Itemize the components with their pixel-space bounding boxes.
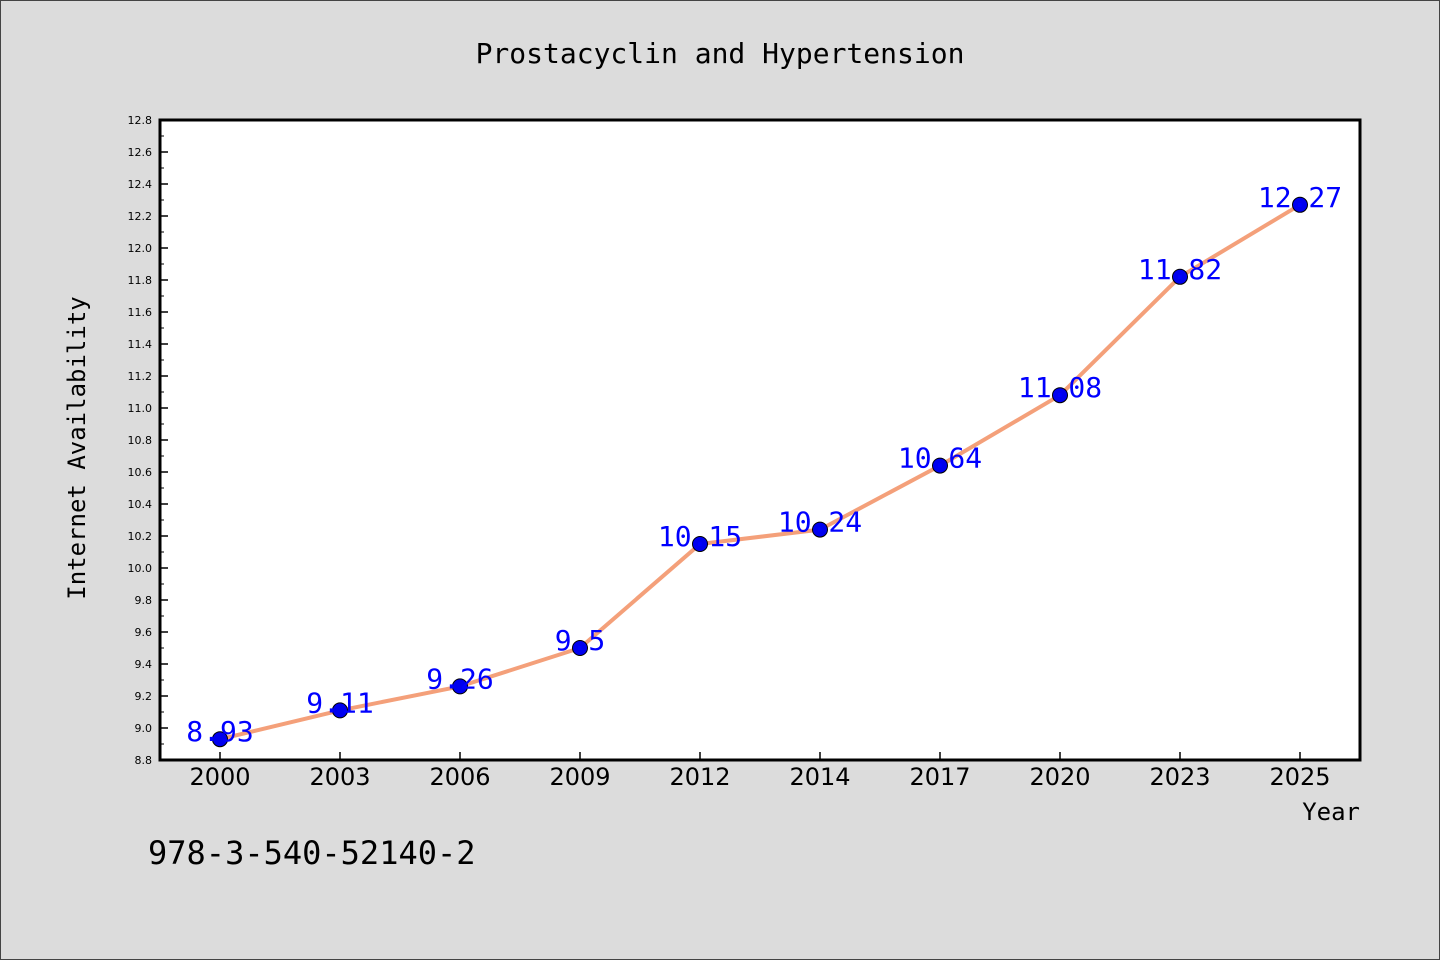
data-point (1292, 196, 1308, 213)
plot-frame (158, 118, 1362, 762)
data-point (812, 521, 828, 538)
y-tick-label: 9.4 (135, 658, 153, 671)
y-tick-label: 10.6 (128, 466, 153, 479)
y-tick-label: 12.6 (128, 146, 153, 159)
x-tick-label: 2020 (1029, 763, 1090, 791)
y-tick-label: 11.8 (128, 274, 153, 287)
y-tick-label: 10.2 (128, 530, 153, 543)
data-label: 9.26 (426, 662, 493, 695)
x-tick-label: 2014 (789, 763, 850, 791)
x-tick-label: 2017 (909, 763, 970, 791)
y-tick-label: 8.8 (135, 754, 153, 767)
y-tick-label: 12.0 (128, 242, 153, 255)
y-tick-label: 10.0 (128, 562, 153, 575)
x-tick-label: 2006 (429, 763, 490, 791)
data-label: 10.15 (658, 520, 742, 553)
y-tick-label: 12.4 (128, 178, 153, 191)
y-tick-label: 9.8 (135, 594, 153, 607)
y-tick-label: 10.4 (128, 498, 153, 511)
data-label: 11.82 (1138, 253, 1222, 286)
y-tick-label: 11.0 (128, 402, 153, 415)
y-tick-label: 9.0 (135, 722, 153, 735)
y-tick-label: 11.2 (128, 370, 153, 383)
data-point (452, 678, 468, 695)
data-point (212, 731, 228, 748)
y-tick-label: 10.8 (128, 434, 153, 447)
y-tick-label: 12.8 (128, 114, 153, 127)
y-axis-label: Internet Availability (63, 296, 91, 599)
data-label: 9.5 (555, 624, 606, 657)
isbn-annotation: 978-3-540-52140-2 (148, 834, 476, 872)
x-axis-label: Year (1302, 798, 1360, 826)
x-tick-label: 2000 (189, 763, 250, 791)
data-label: 10.24 (778, 506, 862, 539)
x-tick-label: 2009 (549, 763, 610, 791)
chart-title: Prostacyclin and Hypertension (476, 37, 965, 70)
data-point (692, 536, 708, 552)
y-tick-label: 9.6 (135, 626, 153, 639)
data-label: 11.08 (1018, 371, 1102, 404)
y-tick-label: 11.6 (128, 306, 153, 319)
x-tick-label: 2025 (1269, 763, 1330, 791)
data-point (932, 457, 948, 474)
data-label: 9.11 (306, 686, 373, 719)
data-point (572, 640, 588, 656)
data-label: 12.27 (1258, 181, 1342, 214)
data-point (1052, 387, 1068, 404)
x-tick-label: 2012 (669, 763, 730, 791)
plot-area (160, 120, 1360, 760)
data-label: 10.64 (898, 442, 982, 475)
y-tick-label: 11.4 (128, 338, 153, 351)
series-line-group: 8.93 9.11 9.26 9.5 10.15 10.24 10.64 11.08 11.82… (186, 181, 1342, 748)
data-point (1172, 268, 1188, 285)
data-label: 8.93 (186, 715, 253, 748)
y-tick-label: 12.2 (128, 210, 153, 223)
series-line (219, 203, 1302, 742)
y-tick-label: 9.2 (135, 690, 153, 703)
data-point (332, 702, 348, 719)
x-tick-label: 2023 (1149, 763, 1210, 791)
x-tick-label: 2003 (309, 763, 370, 791)
x-axis: 2000 2003 2006 2009 2012 2014 2017 2020 2023 2025 (189, 752, 1331, 791)
